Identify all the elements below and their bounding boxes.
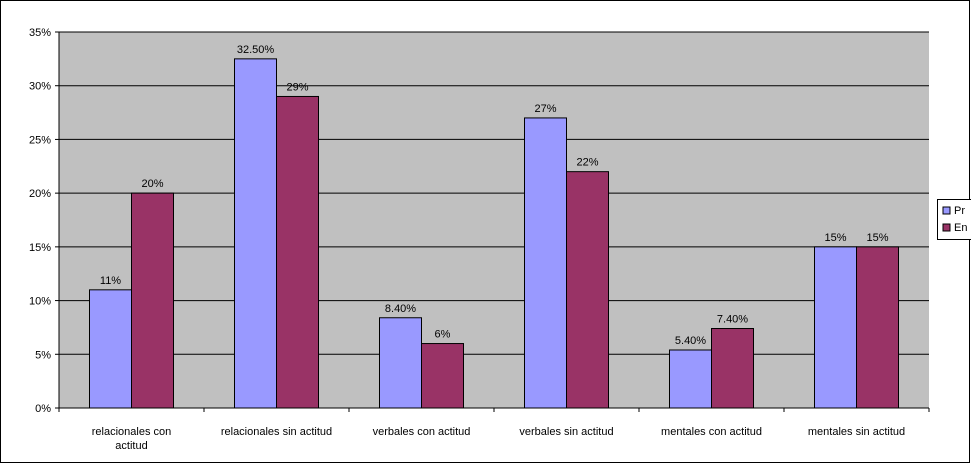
bar-pr-2 (379, 317, 422, 409)
y-tick-label: 0% (35, 403, 51, 415)
x-category-label: mentales sin actitud (808, 426, 905, 438)
data-label: 5.40% (675, 335, 706, 347)
bar-pr-5 (814, 246, 857, 409)
bar-pr-4 (669, 349, 712, 409)
data-label: 8.40% (385, 303, 416, 315)
y-tick-label: 15% (29, 242, 51, 254)
bar-pr-1 (234, 58, 277, 409)
legend-label: En (954, 222, 967, 234)
data-label: 15% (824, 232, 846, 244)
x-category-label: verbales sin actitud (519, 426, 613, 438)
data-label: 27% (534, 103, 556, 115)
data-label: 20% (141, 178, 163, 190)
x-category-label: relacionales sin actitud (221, 426, 332, 438)
legend-label: Pr (954, 205, 965, 217)
y-tick-label: 35% (29, 27, 51, 39)
y-tick-label: 20% (29, 188, 51, 200)
bar-pr-3 (524, 117, 567, 409)
x-category-label: relacionales con (92, 426, 172, 438)
axes (58, 32, 930, 412)
y-tick-label: 25% (29, 134, 51, 146)
bar-en-1 (276, 95, 319, 409)
x-category-label: actitud (115, 440, 147, 452)
plot-area (59, 32, 929, 408)
bar-en-4 (711, 328, 754, 409)
legend: Pr En (937, 199, 971, 240)
y-tick-label: 5% (35, 349, 51, 361)
gridlines (59, 31, 929, 355)
data-label: 15% (866, 232, 888, 244)
data-label: 22% (576, 157, 598, 169)
bar-en-3 (566, 171, 609, 409)
data-label: 32.50% (237, 44, 275, 56)
bar-en-0 (131, 192, 174, 409)
data-label: 6% (435, 329, 451, 341)
y-tick-label: 30% (29, 81, 51, 93)
data-label: 11% (100, 275, 121, 287)
x-category-label: mentales con actitud (661, 426, 762, 438)
x-category-label: verbales con actitud (373, 426, 471, 438)
legend-box (937, 199, 971, 240)
x-axis-labels: relacionales con actitud relacionales sin … (92, 426, 905, 452)
data-label: 7.40% (717, 314, 748, 326)
bar-pr-0 (89, 289, 132, 409)
legend-swatch (942, 223, 951, 232)
bar-en-2 (421, 343, 464, 409)
legend-swatch (942, 206, 951, 215)
bar-en-5 (856, 246, 899, 409)
bars (89, 58, 899, 409)
data-label: 29% (286, 81, 308, 93)
y-tick-label: 10% (29, 296, 51, 308)
data-labels: 11% 20% 32.50% 29% 8.40% 6% 27% 22% 5.40% 7.40% 15… (100, 44, 889, 347)
y-axis-ticks: 0% 5% 10% 15% 20% 25% 30% 35% (29, 27, 59, 415)
